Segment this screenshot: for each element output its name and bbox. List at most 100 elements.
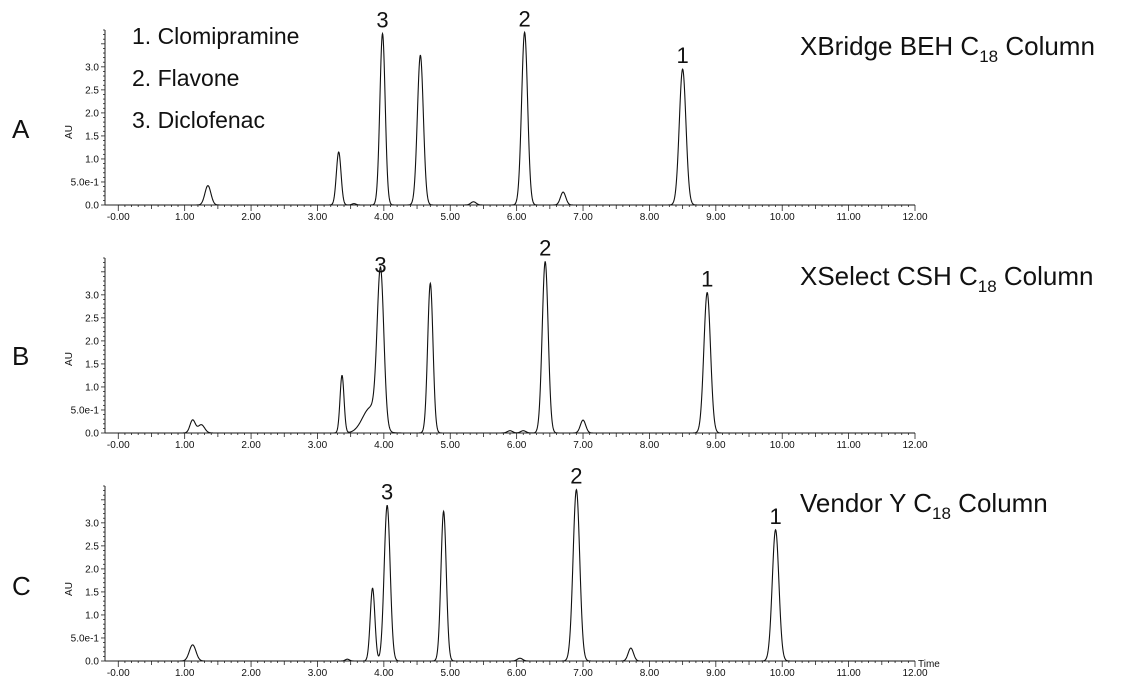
x-tick-label: 9.00 bbox=[706, 440, 726, 451]
x-tick-label: 2.00 bbox=[241, 440, 261, 451]
chromatogram-trace bbox=[118, 30, 915, 206]
y-tick-label: 1.0 bbox=[85, 382, 99, 393]
y-tick-label: 2.5 bbox=[85, 313, 99, 324]
x-tick-label: 11.00 bbox=[836, 440, 861, 451]
y-tick-label: 0.0 bbox=[85, 657, 99, 668]
y-tick-label: 1.0 bbox=[85, 154, 99, 165]
column-title-subscript: 18 bbox=[932, 504, 951, 523]
y-tick-label: 2.0 bbox=[85, 108, 99, 119]
x-tick-label: 1.00 bbox=[175, 212, 195, 223]
chromatogram-trace bbox=[118, 261, 915, 434]
y-tick-label: 1.5 bbox=[85, 131, 99, 142]
y-tick-label: 0.0 bbox=[85, 201, 99, 212]
x-tick-label: 5.00 bbox=[441, 440, 461, 451]
x-tick-label: 8.00 bbox=[640, 440, 660, 451]
x-tick-label: 6.00 bbox=[507, 212, 527, 223]
y-axis-label: AU bbox=[64, 352, 75, 366]
y-tick-label: 3.0 bbox=[85, 62, 99, 73]
compound-legend: 1. Clomipramine 2. Flavone 3. Diclofenac bbox=[132, 23, 299, 133]
y-axis-label: AU bbox=[64, 582, 75, 596]
y-tick-label: 1.5 bbox=[85, 359, 99, 370]
panel-a: A AU 0.0 5.0e-1 1.0 1.5 2.0 2.5 3.0 -0.00 1.00 2.00… bbox=[12, 6, 1095, 223]
legend-item-2: 2. Flavone bbox=[132, 65, 239, 91]
column-title: XBridge BEH C18 Column bbox=[800, 31, 1095, 66]
y-tick-label: 5.0e-1 bbox=[71, 177, 100, 188]
column-title: Vendor Y C18 Column bbox=[800, 488, 1048, 523]
legend-item-1: 1. Clomipramine bbox=[132, 23, 299, 49]
peak-label-3: 3 bbox=[376, 8, 388, 33]
x-tick-label: 9.00 bbox=[706, 212, 726, 223]
x-tick-label: 8.00 bbox=[640, 668, 660, 679]
x-tick-label: 6.00 bbox=[507, 440, 527, 451]
x-tick-label: 1.00 bbox=[175, 440, 195, 451]
panel-label: C bbox=[12, 571, 31, 601]
panel-c: C AU 0.0 5.0e-1 1.0 1.5 2.0 2.5 3.0 -0.00 1.00 2.00… bbox=[12, 464, 1048, 679]
column-title: XSelect CSH C18 Column bbox=[800, 261, 1093, 296]
x-tick-label: 1.00 bbox=[175, 668, 195, 679]
x-tick-label: 11.00 bbox=[836, 212, 861, 223]
x-tick-label: 6.00 bbox=[507, 668, 527, 679]
x-tick-label: 10.00 bbox=[770, 212, 795, 223]
y-tick-label: 2.5 bbox=[85, 85, 99, 96]
panel-label: A bbox=[12, 114, 30, 144]
x-tick-label: 10.00 bbox=[770, 668, 795, 679]
x-tick-label: -0.00 bbox=[107, 440, 130, 451]
peak-label-2: 2 bbox=[570, 464, 582, 489]
peak-label-1: 1 bbox=[701, 267, 713, 292]
column-title-suffix: Column bbox=[998, 31, 1095, 61]
y-tick-label: 3.0 bbox=[85, 518, 99, 529]
x-tick-label: 12.00 bbox=[902, 212, 927, 223]
x-tick-label: 12.00 bbox=[902, 440, 927, 451]
y-tick-label: 0.0 bbox=[85, 429, 99, 440]
x-tick-label: -0.00 bbox=[107, 212, 130, 223]
x-tick-label: 11.00 bbox=[836, 668, 861, 679]
y-tick-label: 5.0e-1 bbox=[71, 405, 100, 416]
panel-label: B bbox=[12, 341, 29, 371]
x-tick-label: 7.00 bbox=[573, 440, 593, 451]
panel-b: B AU 0.0 5.0e-1 1.0 1.5 2.0 2.5 3.0 -0.00 1.00 2.00… bbox=[12, 236, 1093, 451]
x-tick-label: 12.00 bbox=[902, 668, 927, 679]
column-title-suffix: Column bbox=[997, 261, 1094, 291]
x-tick-label: 3.00 bbox=[308, 668, 328, 679]
x-tick-label: 10.00 bbox=[770, 440, 795, 451]
y-tick-label: 1.0 bbox=[85, 610, 99, 621]
x-tick-label: 8.00 bbox=[640, 212, 660, 223]
column-title-subscript: 18 bbox=[979, 47, 998, 66]
y-tick-label: 2.5 bbox=[85, 541, 99, 552]
column-title-main: XSelect CSH C bbox=[800, 261, 978, 291]
column-title-main: Vendor Y C bbox=[800, 488, 932, 518]
x-axis-label: Time bbox=[918, 659, 940, 670]
chromatogram-trace bbox=[118, 488, 915, 662]
y-axis-label: AU bbox=[64, 125, 75, 139]
x-tick-label: 4.00 bbox=[374, 212, 394, 223]
column-title-main: XBridge BEH C bbox=[800, 31, 979, 61]
x-tick-label: 5.00 bbox=[441, 212, 461, 223]
x-tick-label: -0.00 bbox=[107, 668, 130, 679]
column-title-subscript: 18 bbox=[978, 277, 997, 296]
peak-label-2: 2 bbox=[539, 236, 551, 261]
x-tick-label: 4.00 bbox=[374, 668, 394, 679]
peak-label-1: 1 bbox=[769, 504, 781, 529]
y-tick-label: 3.0 bbox=[85, 290, 99, 301]
y-tick-label: 5.0e-1 bbox=[71, 633, 100, 644]
peak-label-2: 2 bbox=[518, 6, 530, 31]
x-tick-label: 4.00 bbox=[374, 440, 394, 451]
x-tick-label: 3.00 bbox=[308, 440, 328, 451]
peak-label-3: 3 bbox=[381, 479, 393, 504]
x-tick-label: 9.00 bbox=[706, 668, 726, 679]
peak-label-3: 3 bbox=[374, 253, 386, 278]
x-tick-label: 2.00 bbox=[241, 212, 261, 223]
x-tick-label: 2.00 bbox=[241, 668, 261, 679]
x-tick-label: 7.00 bbox=[573, 668, 593, 679]
legend-item-3: 3. Diclofenac bbox=[132, 107, 265, 133]
x-tick-label: 5.00 bbox=[441, 668, 461, 679]
peak-label-1: 1 bbox=[676, 43, 688, 68]
x-tick-label: 3.00 bbox=[308, 212, 328, 223]
y-tick-label: 2.0 bbox=[85, 564, 99, 575]
y-tick-label: 2.0 bbox=[85, 336, 99, 347]
column-title-suffix: Column bbox=[951, 488, 1048, 518]
y-tick-label: 1.5 bbox=[85, 587, 99, 598]
x-tick-label: 7.00 bbox=[573, 212, 593, 223]
